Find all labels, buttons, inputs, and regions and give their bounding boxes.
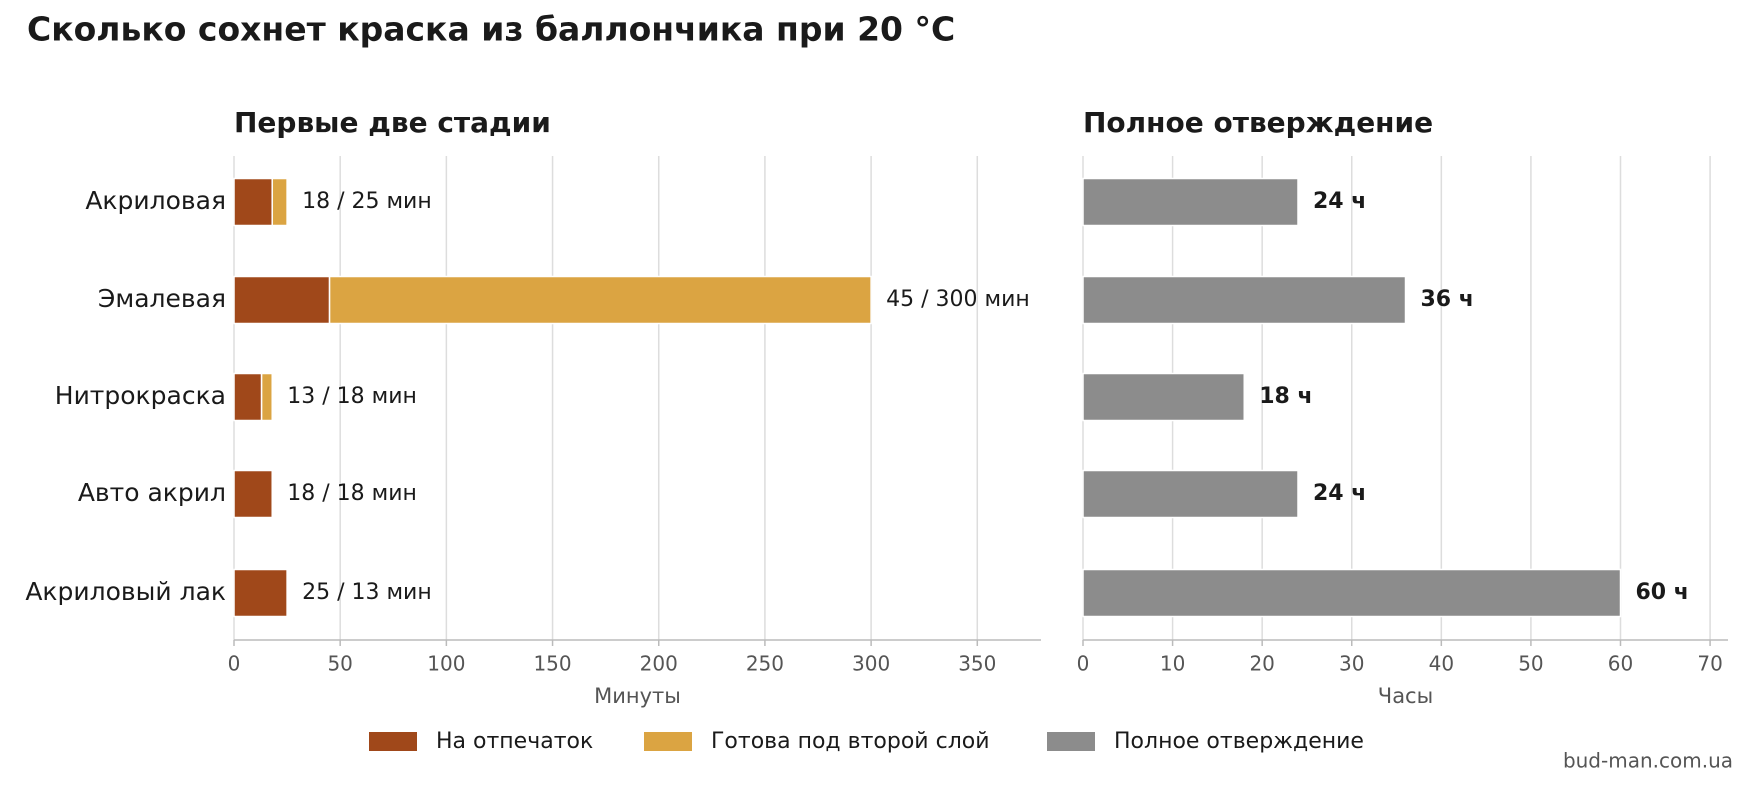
bar bbox=[328, 275, 872, 325]
y-tick-label: Нитрокраска bbox=[55, 381, 226, 410]
legend-swatch bbox=[369, 732, 417, 751]
bar bbox=[1082, 568, 1622, 618]
y-tick-label: Акриловая bbox=[85, 186, 226, 215]
bar bbox=[1082, 177, 1299, 227]
panel-title: Полное отверждение bbox=[1083, 106, 1433, 139]
value-label: 24 ч bbox=[1313, 481, 1366, 506]
bar bbox=[1082, 372, 1245, 422]
bar bbox=[1082, 469, 1299, 519]
x-tick-label: 0 bbox=[1077, 652, 1090, 676]
legend-label: Полное отверждение bbox=[1114, 729, 1364, 754]
x-tick-label: 300 bbox=[852, 652, 890, 676]
x-tick-label: 150 bbox=[533, 652, 571, 676]
bar bbox=[233, 177, 273, 227]
bar bbox=[233, 568, 288, 618]
x-tick-label: 70 bbox=[1697, 652, 1722, 676]
bar bbox=[1082, 275, 1407, 325]
x-axis-title: Минуты bbox=[594, 684, 681, 708]
x-tick-label: 50 bbox=[327, 652, 352, 676]
bar bbox=[233, 372, 263, 422]
x-tick-label: 200 bbox=[640, 652, 678, 676]
y-tick-label: Эмалевая bbox=[98, 284, 226, 313]
x-tick-label: 0 bbox=[228, 652, 241, 676]
bar bbox=[271, 177, 288, 227]
x-tick-label: 10 bbox=[1160, 652, 1185, 676]
panel-title: Первые две стадии bbox=[234, 106, 551, 139]
value-label: 60 ч bbox=[1636, 580, 1689, 605]
bar-label: 18 / 25 мин bbox=[302, 189, 432, 214]
x-tick-label: 100 bbox=[427, 652, 465, 676]
x-tick-label: 50 bbox=[1518, 652, 1543, 676]
bar-label: 45 / 300 мин bbox=[886, 287, 1030, 312]
bar bbox=[260, 372, 273, 422]
bar-label: 13 / 18 мин bbox=[287, 384, 417, 409]
legend-swatch bbox=[644, 732, 692, 751]
y-tick-label: Акриловый лак bbox=[25, 577, 226, 606]
x-tick-label: 40 bbox=[1429, 652, 1454, 676]
x-tick-label: 60 bbox=[1608, 652, 1633, 676]
legend-label: На отпечаток bbox=[436, 729, 593, 754]
bar-label: 18 / 18 мин bbox=[287, 481, 417, 506]
y-tick-label: Авто акрил bbox=[78, 478, 226, 507]
x-tick-label: 250 bbox=[746, 652, 784, 676]
x-tick-label: 20 bbox=[1249, 652, 1274, 676]
value-label: 36 ч bbox=[1421, 287, 1474, 312]
x-tick-label: 350 bbox=[958, 652, 996, 676]
legend-swatch bbox=[1047, 732, 1095, 751]
source: bud-man.com.ua bbox=[1563, 749, 1733, 773]
bar-label: 25 / 13 мин bbox=[302, 580, 432, 605]
bar bbox=[233, 275, 331, 325]
x-axis-title: Часы bbox=[1378, 684, 1433, 708]
legend-label: Готова под второй слой bbox=[711, 729, 990, 754]
x-tick-label: 30 bbox=[1339, 652, 1364, 676]
value-label: 24 ч bbox=[1313, 189, 1366, 214]
bar bbox=[233, 469, 273, 519]
value-label: 18 ч bbox=[1259, 384, 1312, 409]
page-title: Сколько сохнет краска из баллончика при … bbox=[27, 10, 955, 49]
